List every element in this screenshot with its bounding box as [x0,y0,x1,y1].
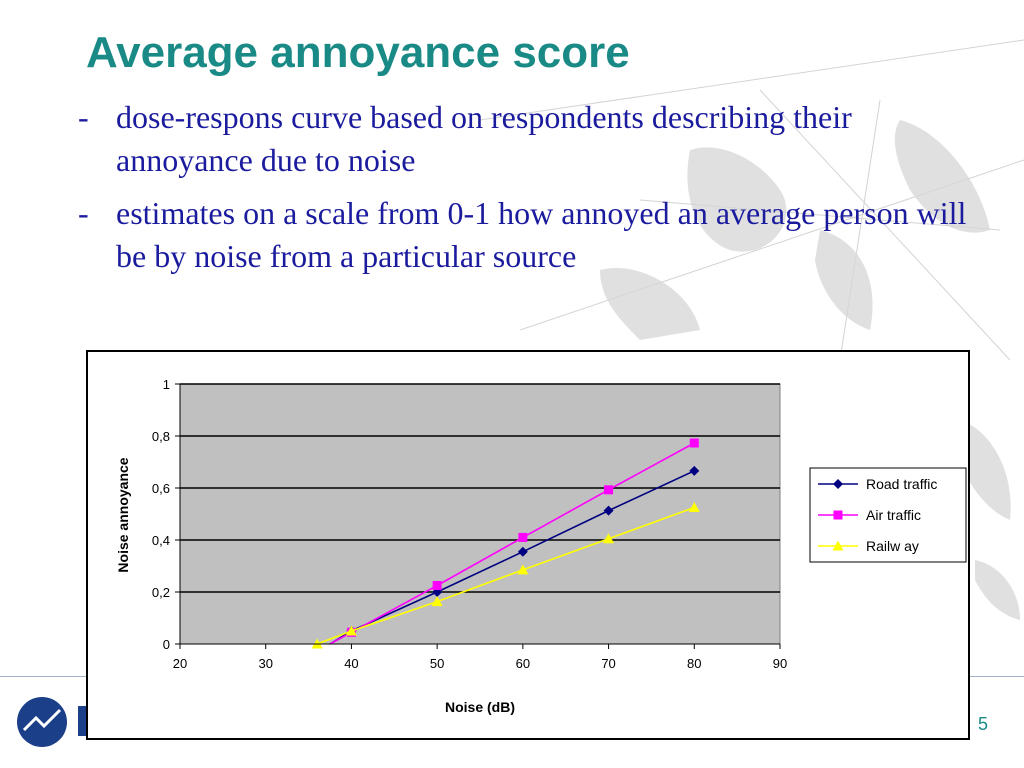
y-tick-label: 1 [163,377,170,392]
bullet-dash: - [78,99,89,135]
x-tick-label: 50 [430,656,444,671]
x-tick-label: 20 [173,656,187,671]
bullet-text: dose-respons curve based on respondents … [116,99,852,178]
legend-marker [833,510,843,520]
bullet-text: estimates on a scale from 0-1 how annoye… [116,195,967,274]
x-tick-label: 40 [344,656,358,671]
y-axis-label: Noise annoyance [115,457,131,572]
data-point [431,596,443,607]
series-line [316,506,695,645]
y-tick-label: 0,2 [152,585,170,600]
data-point [603,505,614,516]
x-tick-label: 90 [773,656,787,671]
y-tick-label: 0,8 [152,429,170,444]
data-point [689,438,699,448]
legend: Road traffic Air traffic Railw ay [809,467,967,563]
legend-label: Road traffic [866,476,937,492]
y-tick-label: 0,4 [152,533,170,548]
line-chart: 0 0,2 0,4 0,6 0,8 1 20 30 40 50 60 70 80 90 Noise (dB… [115,377,967,715]
legend-label: Railw ay [866,538,919,554]
x-axis-label: Noise (dB) [445,699,515,715]
bullet-item: - estimates on a scale from 0-1 how anno… [74,192,974,278]
data-point [604,485,614,495]
x-tick-label: 60 [516,656,530,671]
chart-frame: 0 0,2 0,4 0,6 0,8 1 20 30 40 50 60 70 80 90 Noise (dB… [86,350,970,740]
x-tick-label: 70 [601,656,615,671]
plot-area [179,383,781,645]
bullet-dash: - [78,195,89,231]
x-tick-label: 80 [687,656,701,671]
data-point [603,533,615,544]
data-point [688,502,700,512]
y-tick-label: 0,6 [152,481,170,496]
legend-marker [832,540,844,551]
logo-icon [17,697,67,747]
bullet-item: - dose-respons curve based on respondent… [74,96,974,182]
data-point [689,465,700,476]
legend-marker [833,479,843,489]
legend-label: Air traffic [866,507,921,523]
data-point [517,546,528,557]
data-point [345,625,357,636]
bullet-list: - dose-respons curve based on respondent… [74,96,974,288]
x-tick-label: 30 [258,656,272,671]
y-tick-label: 0 [163,637,170,652]
page-number: 5 [978,714,989,734]
data-point [517,564,529,575]
data-point [518,532,528,542]
data-point [432,581,442,590]
slide-title: Average annoyance score [86,28,630,77]
